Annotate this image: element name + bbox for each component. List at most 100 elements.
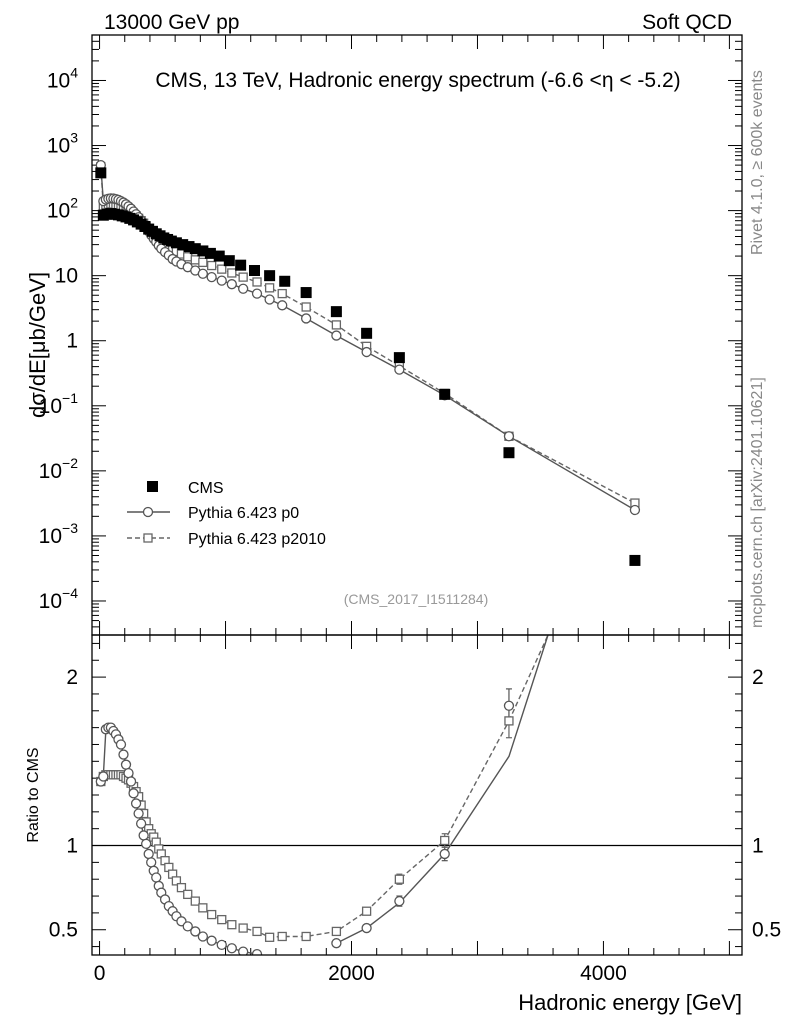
cms-point bbox=[439, 388, 451, 400]
ratio-p0-point bbox=[331, 938, 342, 949]
chart-title: CMS, 13 TeV, Hadronic energy spectrum (-… bbox=[155, 69, 680, 92]
ratio-p2010-point bbox=[440, 835, 450, 846]
legend-cms-label: CMS bbox=[188, 480, 224, 497]
cms-point bbox=[189, 243, 201, 255]
p0-point bbox=[331, 330, 342, 341]
cms-point bbox=[235, 259, 247, 271]
main-ytick-label: 102 bbox=[47, 195, 78, 223]
ratio-p0-point bbox=[394, 895, 405, 907]
ratio-p0-point bbox=[439, 848, 450, 860]
ratio-p2010-line-ext bbox=[508, 635, 549, 722]
p2010-point bbox=[238, 272, 248, 282]
ratio-p0-point bbox=[190, 926, 201, 937]
p2010-point bbox=[207, 260, 217, 271]
p0-point bbox=[394, 364, 405, 375]
p2010-point bbox=[264, 283, 275, 293]
cms-point bbox=[183, 241, 195, 253]
ratio-p2010-point bbox=[171, 876, 182, 886]
ratio-ylabel: Ratio to CMS bbox=[25, 747, 42, 842]
ratio-p0-point bbox=[216, 939, 227, 951]
ratio-p2010-point bbox=[238, 923, 248, 933]
cms-point bbox=[95, 167, 107, 179]
ratio-p2010-point bbox=[331, 926, 342, 937]
cms-point bbox=[503, 447, 515, 459]
p0-point bbox=[629, 504, 641, 516]
mcplots-label: mcplots.cern.ch [arXiv:2401.10621] bbox=[749, 377, 766, 628]
cms-point bbox=[170, 237, 182, 249]
ratio-p2010-point bbox=[394, 874, 405, 884]
ratio-ticks bbox=[92, 635, 742, 955]
main-ytick-label: 10−2 bbox=[39, 455, 79, 483]
ratio-p2010-point bbox=[264, 932, 275, 942]
cms-point bbox=[197, 245, 209, 257]
p0-point bbox=[216, 275, 227, 286]
ratio-series-markers bbox=[95, 688, 515, 955]
header-right: Soft QCD bbox=[642, 11, 732, 34]
ratio-ytick-label-right: 2 bbox=[752, 666, 764, 689]
ratio-ytick-label-right: 1 bbox=[752, 835, 764, 858]
main-ytick-label: 10 bbox=[55, 265, 78, 288]
main-ytick-label: 104 bbox=[47, 64, 78, 92]
main-ytick-label: 10−1 bbox=[39, 390, 79, 418]
ratio-p2010-point bbox=[361, 906, 372, 916]
cms-point bbox=[361, 327, 373, 339]
p2010-point bbox=[190, 255, 200, 265]
ratio-p0-point bbox=[130, 798, 142, 809]
ratio-p0-point bbox=[115, 739, 127, 750]
ratio-p0-point bbox=[133, 808, 144, 819]
reference-id: (CMS_2017_I1511284) bbox=[344, 591, 489, 607]
p0-point bbox=[264, 294, 275, 305]
p2010-point bbox=[227, 268, 237, 278]
ratio-p0-point bbox=[182, 921, 193, 932]
ratio-p0-line-high bbox=[336, 635, 549, 944]
main-ylabel: dσ/dE[μb/GeV] bbox=[25, 272, 50, 418]
cms-point bbox=[279, 275, 291, 287]
ratio-p0-point bbox=[125, 776, 137, 787]
main-ytick-label: 10−3 bbox=[39, 520, 79, 548]
ratio-ytick-label-right: 0.5 bbox=[752, 919, 781, 942]
legend-cms-marker bbox=[147, 481, 158, 492]
legend-p2010-label: Pythia 6.423 p2010 bbox=[188, 531, 326, 548]
ratio-p2010-point bbox=[252, 926, 262, 937]
p0-point bbox=[226, 279, 237, 290]
cms-point bbox=[204, 247, 216, 259]
ratio-p2010-point bbox=[176, 882, 187, 893]
ratio-p0-point bbox=[361, 922, 372, 934]
legend-p2010-marker bbox=[143, 533, 153, 543]
p2010-point bbox=[252, 277, 262, 287]
x-axis-label: Hadronic energy [GeV] bbox=[518, 990, 742, 1015]
ratio-p0-point bbox=[120, 759, 132, 770]
p2010-point bbox=[277, 288, 287, 299]
p0-point bbox=[300, 313, 312, 324]
cms-point bbox=[330, 306, 342, 318]
ratio-p0-point bbox=[251, 949, 263, 955]
ratio-frame bbox=[91, 634, 743, 956]
p0-point bbox=[277, 300, 288, 311]
ratio-p0-point bbox=[143, 848, 154, 860]
ratio-p0-point bbox=[128, 788, 139, 799]
p0-point bbox=[503, 431, 515, 442]
cms-point bbox=[249, 265, 260, 277]
ratio-p0-point bbox=[118, 749, 129, 760]
p2010-point bbox=[198, 257, 208, 268]
ratio-p0-point bbox=[197, 931, 209, 942]
p2010-point bbox=[217, 264, 227, 274]
legend: CMS Pythia 6.423 p0 Pythia 6.423 p2010 bbox=[127, 480, 326, 548]
ratio-p0-point bbox=[98, 771, 109, 782]
p0-point bbox=[206, 271, 217, 283]
ratio-ytick-label: 0.5 bbox=[49, 919, 78, 942]
legend-p0-marker bbox=[142, 506, 154, 518]
ratio-p0-point bbox=[238, 946, 249, 955]
p0-point bbox=[251, 288, 263, 299]
main-ytick-label: 103 bbox=[47, 130, 78, 158]
p0-point bbox=[197, 268, 209, 279]
ratio-p0-point bbox=[138, 830, 149, 841]
ratio-p2010-point bbox=[217, 914, 227, 925]
ratio-p0-point bbox=[206, 935, 217, 946]
cms-point bbox=[177, 239, 189, 251]
ratio-ytick-label: 2 bbox=[66, 666, 78, 689]
ratio-p2010-point bbox=[183, 889, 193, 900]
